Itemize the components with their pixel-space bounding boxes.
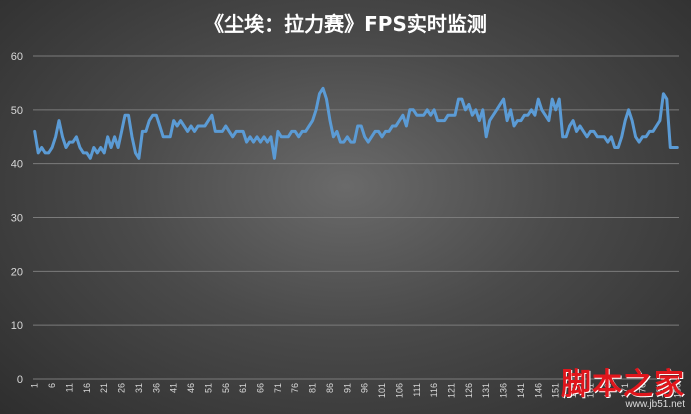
y-tick-label: 60 [11,51,23,63]
x-tick-label: 51 [203,383,213,393]
x-tick-label: 141 [516,383,526,398]
x-tick-label: 131 [481,383,491,398]
series-layer [33,86,679,160]
watermark-url: www.jb51.net [625,399,685,410]
watermark-logo: 脚本之家 [561,367,685,402]
y-tick-label: 50 [11,105,23,117]
x-tick-label: 111 [412,383,422,397]
x-tick-label: 36 [151,383,161,393]
x-tick-label: 176 [638,383,648,398]
x-tick-label: 136 [499,383,509,398]
x-tick-label: 71 [273,383,283,393]
x-tick-label: 121 [447,383,457,398]
watermark: 脚本之家 www.jb51.net [561,359,685,410]
x-tick-label: 146 [533,383,543,398]
x-tick-label: 41 [169,383,179,393]
x-tick-label: 126 [464,383,474,398]
gridlines [33,55,679,380]
x-tick-label: 11 [64,383,74,392]
x-tick-label: 1 [30,383,40,388]
x-tick-label: 186 [672,383,682,398]
y-tick-label: 10 [11,320,23,332]
x-axis-ticks: 1 6 11 16 21 26 31 36 41 46 51 56 61 66 71 76 81 86 91 96 10… [30,383,691,398]
y-tick-label: 0 [17,374,23,386]
x-tick-label: 76 [290,383,300,393]
x-tick-label: 86 [325,383,335,393]
y-tick-label: 40 [11,159,23,171]
x-tick-label: 166 [603,383,613,398]
x-tick-label: 101 [377,383,387,398]
x-tick-label: 116 [429,383,439,397]
x-tick-label: 21 [99,383,109,393]
x-tick-label: 151 [551,383,561,398]
x-tick-label: 191 [690,383,691,398]
x-tick-label: 6 [47,383,57,388]
x-tick-label: 56 [221,383,231,393]
y-tick-label: 30 [11,213,23,225]
x-tick-label: 61 [238,383,248,393]
x-tick-label: 181 [655,383,665,398]
x-tick-label: 31 [134,383,144,393]
x-tick-label: 81 [308,383,318,393]
y-tick-label: 20 [11,266,23,278]
y-axis-ticks: 0 10 20 30 40 50 60 [11,51,23,386]
x-tick-label: 91 [342,383,352,393]
fps-series-line [33,86,679,160]
chart-title: 《尘埃：拉力赛》FPS实时监测 [204,12,487,36]
x-tick-label: 171 [620,383,630,398]
x-tick-label: 16 [82,383,92,393]
x-tick-label: 26 [117,383,127,393]
x-tick-label: 106 [394,383,404,398]
x-tick-label: 96 [360,383,370,393]
x-tick-label: 156 [568,383,578,398]
x-tick-label: 46 [186,383,196,393]
x-tick-label: 161 [585,383,595,398]
x-tick-label: 66 [255,383,265,393]
